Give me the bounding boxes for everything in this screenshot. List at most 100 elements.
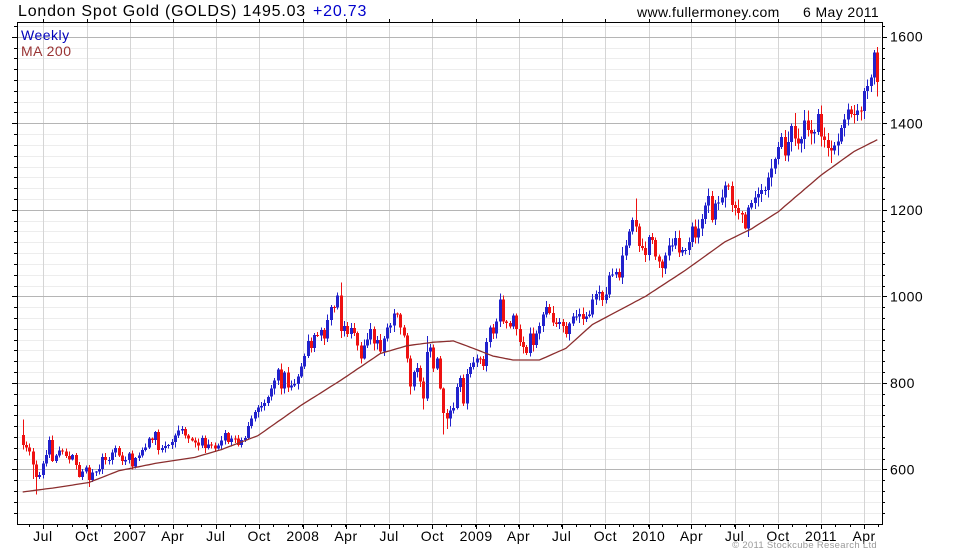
y-axis-label: 600 xyxy=(890,461,915,477)
candle-body xyxy=(790,125,793,142)
candle-body xyxy=(210,444,213,446)
candle-body xyxy=(144,447,147,450)
candle-body xyxy=(767,177,770,190)
candle-body xyxy=(525,347,528,354)
candle-body xyxy=(280,369,283,389)
website-link[interactable]: www.fullermoney.com xyxy=(637,4,780,20)
candle-body xyxy=(214,445,217,449)
candle-body xyxy=(35,464,38,477)
candle-body xyxy=(585,316,588,319)
candle-body xyxy=(48,440,51,455)
candle-body xyxy=(343,326,346,331)
y-axis-label: 800 xyxy=(890,375,915,391)
candle-body xyxy=(270,388,273,397)
candle-body xyxy=(780,137,783,148)
candle-body xyxy=(350,328,353,335)
candle-body xyxy=(303,356,306,367)
candle-body xyxy=(28,447,31,452)
candles xyxy=(22,47,879,495)
x-axis-label: Jul xyxy=(206,528,225,544)
candle-body xyxy=(595,293,598,300)
x-axis-label: 2007 xyxy=(113,528,146,544)
candle-body xyxy=(668,245,671,256)
candle-body xyxy=(191,438,194,441)
candle-body xyxy=(810,129,813,134)
candle-body xyxy=(220,440,223,446)
candle-body xyxy=(346,326,349,334)
candle-body xyxy=(631,220,634,232)
candle-body xyxy=(393,313,396,326)
candle-body xyxy=(784,137,787,156)
candle-body xyxy=(505,321,508,323)
candle-body xyxy=(426,351,429,399)
candle-body xyxy=(850,109,853,115)
gridlines xyxy=(18,23,881,523)
candle-body xyxy=(416,367,419,373)
candle-body xyxy=(538,326,541,334)
candle-body xyxy=(638,226,641,247)
candle-body xyxy=(217,445,220,449)
candle-body xyxy=(151,438,154,440)
candle-body xyxy=(300,366,303,377)
candle-body xyxy=(860,110,863,112)
candle-body xyxy=(830,147,833,151)
candle-body xyxy=(591,299,594,315)
x-axis-label: Jul xyxy=(725,528,744,544)
candle-body xyxy=(611,274,614,276)
candle-body xyxy=(326,320,329,339)
candle-body xyxy=(774,159,777,169)
candle-body xyxy=(128,453,131,460)
x-axis-label: 2009 xyxy=(460,528,493,544)
candle-body xyxy=(409,358,412,387)
candle-body xyxy=(224,433,227,441)
candle-body xyxy=(389,325,392,328)
candle-body xyxy=(413,372,416,387)
candle-body xyxy=(197,442,200,446)
candle-body xyxy=(313,334,316,348)
candle-body xyxy=(161,447,164,450)
candle-body xyxy=(757,193,760,198)
candle-body xyxy=(721,197,724,203)
candle-body xyxy=(827,140,830,148)
candle-body xyxy=(466,373,469,404)
candle-body xyxy=(856,110,859,116)
candle-body xyxy=(863,91,866,112)
candle-body xyxy=(608,275,611,295)
candle-body xyxy=(515,315,518,329)
candle-body xyxy=(605,294,608,300)
candle-body xyxy=(502,299,505,322)
candle-body xyxy=(545,307,548,315)
candle-body xyxy=(535,333,538,345)
candle-body xyxy=(263,402,266,406)
candle-body xyxy=(707,196,710,206)
chart-date: 6 May 2011 xyxy=(803,4,880,20)
candle-body xyxy=(177,430,180,436)
x-axis-label: Apr xyxy=(852,528,875,544)
x-axis-label: Jul xyxy=(552,528,571,544)
candle-body xyxy=(870,77,873,87)
candle-body xyxy=(75,455,78,466)
candle-body xyxy=(664,255,667,269)
price-change: +20.73 xyxy=(313,3,368,20)
candle-body xyxy=(287,372,290,388)
x-axis-label: 2010 xyxy=(632,528,665,544)
candle-body xyxy=(432,347,435,369)
candle-body xyxy=(495,321,498,334)
copyright-notice: © 2011 Stockcube Research Ltd xyxy=(732,540,877,551)
candle-body xyxy=(25,444,28,448)
candle-body xyxy=(403,327,406,336)
candle-body xyxy=(396,313,399,315)
candle-body xyxy=(688,241,691,250)
candle-body xyxy=(519,328,522,342)
candle-body xyxy=(78,465,81,477)
candle-body xyxy=(376,340,379,344)
candle-body xyxy=(800,138,803,144)
candle-body xyxy=(141,450,144,456)
candle-body xyxy=(701,218,704,229)
candle-body xyxy=(787,141,790,156)
candle-body xyxy=(81,471,84,477)
candle-body xyxy=(578,314,581,317)
candle-body xyxy=(386,327,389,339)
